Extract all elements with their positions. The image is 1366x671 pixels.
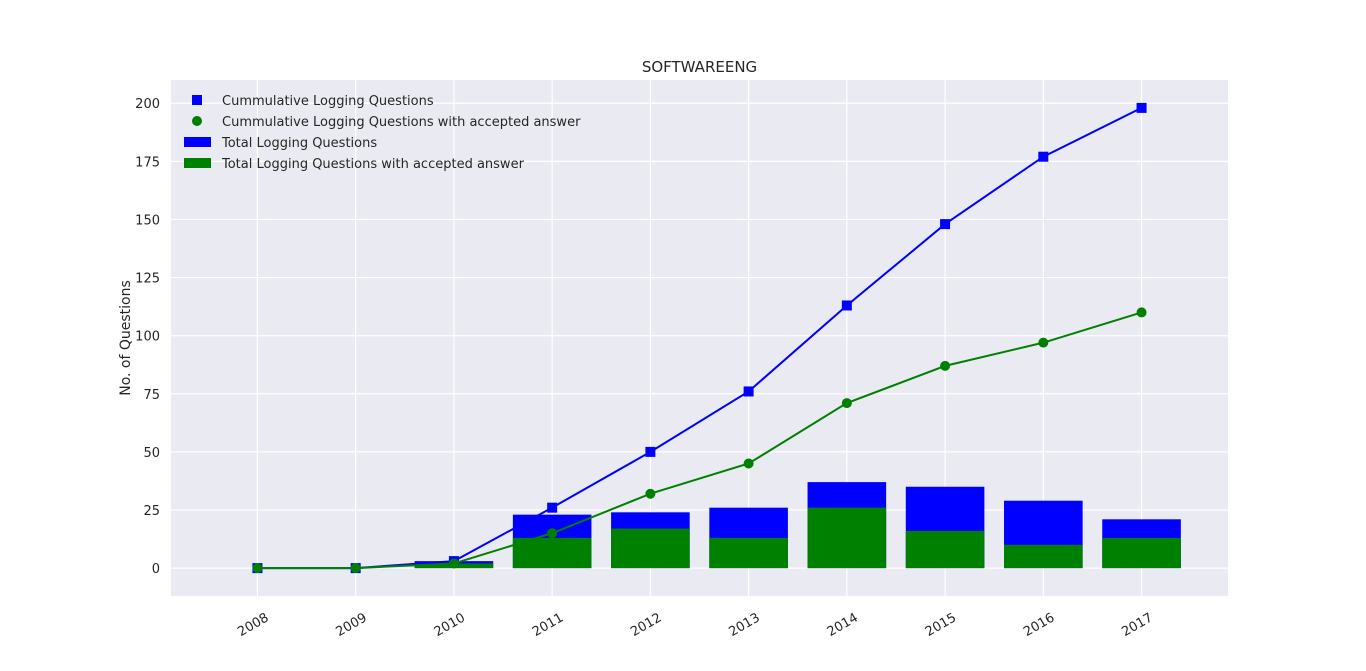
y-ticks: 0 25 50 75 100 125 150 175 200 (135, 97, 160, 577)
data-point (1038, 151, 1049, 162)
data-point (841, 300, 852, 311)
x-tick-label: 2009 (334, 610, 370, 640)
data-point (743, 386, 754, 397)
legend-marker (192, 95, 202, 105)
x-tick-label: 2012 (628, 610, 664, 640)
grid (171, 80, 1228, 596)
x-tick-label: 2015 (923, 610, 959, 640)
bar (1004, 544, 1083, 569)
legend-marker (192, 116, 202, 126)
data-point (743, 458, 754, 469)
y-tick-label: 150 (135, 213, 160, 228)
x-tick-label: 2016 (1021, 610, 1057, 640)
data-point (547, 528, 558, 539)
legend-label: Total Logging Questions with accepted an… (221, 157, 525, 172)
series-line (257, 106, 1142, 570)
bar (512, 537, 592, 569)
bar (709, 537, 788, 569)
legend-label: Cummulative Logging Questions with accep… (222, 115, 581, 130)
legend: Cummulative Logging Questions Cummulative… (184, 94, 581, 172)
y-axis-label: No. of Questions (118, 280, 134, 396)
y-tick-label: 50 (143, 446, 160, 461)
data-point (841, 398, 852, 409)
x-tick-label: 2013 (726, 610, 762, 640)
data-point (1136, 307, 1147, 318)
data-point (547, 502, 558, 513)
data-point (448, 558, 459, 569)
y-tick-label: 0 (152, 562, 160, 577)
bar (905, 530, 985, 569)
y-tick-label: 175 (135, 155, 160, 170)
legend-swatch (184, 158, 211, 168)
lines (252, 102, 1147, 574)
chart-title: SOFTWAREENG (642, 58, 757, 76)
legend-swatch (184, 137, 211, 147)
data-point (350, 563, 361, 574)
x-tick-label: 2011 (530, 610, 566, 640)
legend-label: Cummulative Logging Questions (222, 94, 434, 109)
y-tick-label: 25 (143, 504, 160, 519)
x-tick-label: 2017 (1119, 610, 1155, 640)
x-ticks: 2008 2009 2010 2011 2012 2013 2014 2015 2016 2017 (235, 610, 1155, 640)
data-point (940, 219, 951, 230)
data-point (645, 488, 656, 499)
data-point (940, 360, 951, 371)
y-tick-label: 100 (135, 330, 160, 345)
data-point (645, 446, 656, 457)
x-tick-label: 2010 (432, 610, 468, 640)
bar (807, 507, 887, 569)
y-tick-label: 200 (135, 97, 160, 112)
data-point (252, 563, 263, 574)
bar (1102, 537, 1181, 569)
y-tick-label: 75 (143, 388, 160, 403)
x-tick-label: 2014 (825, 610, 861, 640)
legend-label: Total Logging Questions (221, 136, 377, 151)
bar (611, 528, 690, 569)
y-tick-label: 125 (135, 272, 160, 287)
data-point (1136, 102, 1147, 113)
data-point (1038, 337, 1049, 348)
x-tick-label: 2008 (235, 610, 271, 640)
series-line (257, 311, 1142, 570)
